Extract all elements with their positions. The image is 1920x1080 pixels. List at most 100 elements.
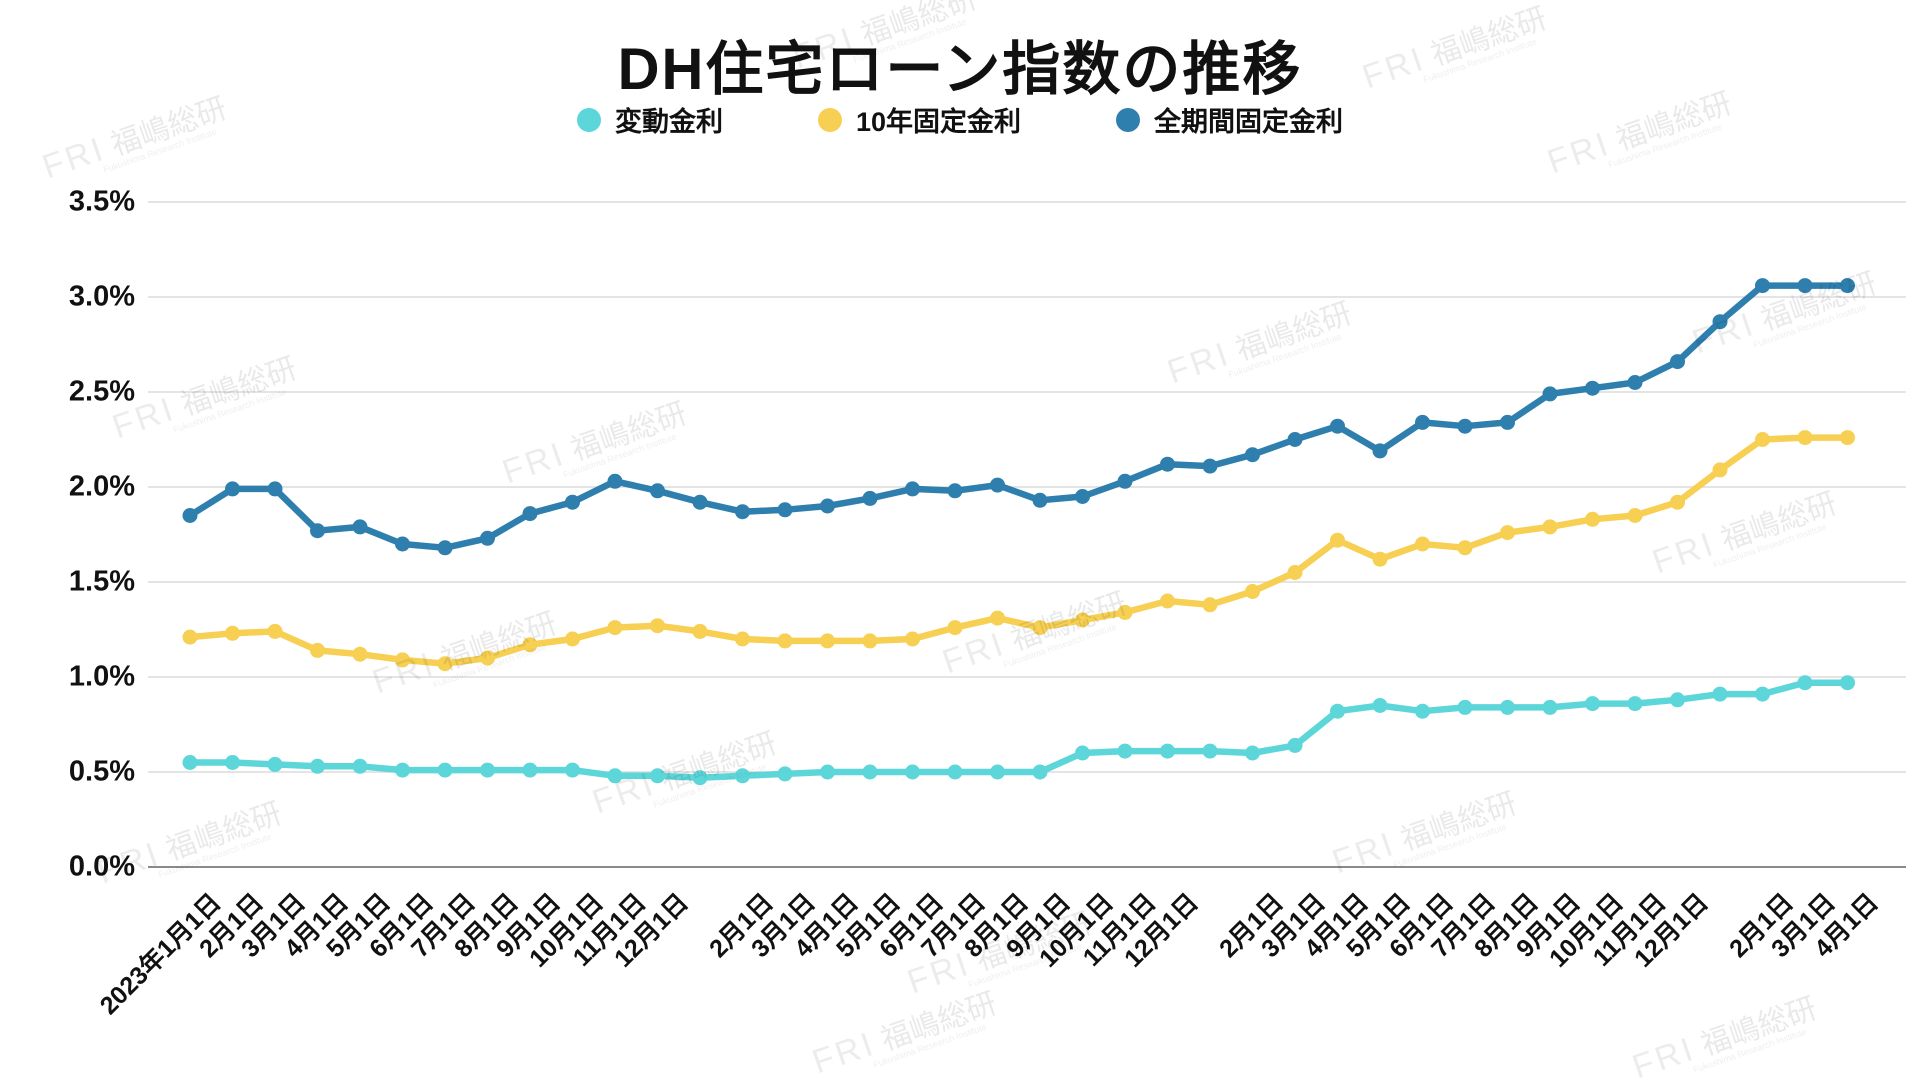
data-point (1202, 458, 1218, 474)
data-point (692, 770, 708, 786)
data-point (310, 758, 325, 774)
series-line (186, 282, 1851, 552)
data-point (1542, 519, 1558, 535)
data-point (1670, 354, 1685, 370)
data-point (1840, 278, 1855, 294)
y-tick-label: 0.5% (68, 755, 135, 788)
data-point (1160, 456, 1175, 472)
data-point (182, 629, 198, 645)
data-point (225, 481, 240, 497)
data-point (735, 504, 750, 520)
data-point (650, 618, 665, 634)
data-point (1117, 743, 1133, 759)
data-point (820, 633, 835, 649)
data-point (607, 768, 623, 784)
data-point (1330, 418, 1345, 434)
y-tick-label: 3.5% (68, 185, 135, 218)
legend-item: 変動金利 (576, 100, 723, 139)
data-point (1797, 278, 1813, 294)
data-point (1500, 414, 1515, 430)
legend-dot-icon (1116, 107, 1141, 132)
data-point (522, 762, 538, 778)
data-point (1160, 593, 1175, 609)
data-point (1670, 692, 1685, 708)
data-point (905, 764, 920, 780)
data-point (1372, 698, 1388, 713)
data-point (565, 762, 580, 778)
data-point (1415, 703, 1430, 719)
data-point (990, 610, 1005, 626)
data-point (1415, 536, 1430, 552)
data-point (1457, 699, 1473, 715)
data-point (1627, 375, 1643, 390)
data-point (735, 768, 750, 784)
data-point (1032, 492, 1048, 508)
data-point (1372, 443, 1388, 459)
data-point (352, 758, 368, 774)
data-point (1202, 597, 1218, 613)
data-point (1075, 745, 1090, 761)
y-tick-label: 1.0% (68, 660, 135, 693)
legend-dot-icon (576, 107, 601, 132)
data-point (692, 494, 708, 510)
data-point (437, 762, 453, 778)
data-point (862, 490, 878, 506)
data-point (862, 633, 878, 649)
data-point (1542, 386, 1558, 402)
data-point (650, 768, 665, 784)
data-point (1032, 764, 1048, 780)
data-point (522, 506, 538, 522)
data-point (1840, 430, 1855, 446)
y-tick-label: 0.0% (68, 850, 135, 883)
data-point (310, 523, 325, 539)
data-point (1712, 686, 1728, 702)
legend-label: 全期間固定金利 (1154, 107, 1344, 137)
data-point (1372, 551, 1388, 567)
data-point (1755, 278, 1770, 294)
data-point (1202, 743, 1218, 759)
chart-title: DH住宅ローン指数の推移 (617, 37, 1303, 102)
data-point (777, 766, 793, 782)
legend-item: 10年固定金利 (817, 100, 1021, 139)
data-point (905, 631, 920, 647)
data-point (1032, 620, 1048, 636)
data-point (947, 620, 963, 636)
data-point (735, 631, 750, 647)
data-point (1457, 418, 1473, 434)
data-point (1627, 696, 1643, 712)
data-point (990, 477, 1005, 493)
data-point (267, 623, 283, 639)
data-point (1075, 612, 1090, 628)
data-point (437, 656, 453, 672)
data-point (182, 755, 198, 770)
data-point (1627, 508, 1643, 523)
data-point (1797, 430, 1813, 446)
data-point (947, 483, 963, 499)
data-point (352, 646, 368, 662)
data-point (480, 530, 495, 546)
data-point (650, 483, 665, 499)
data-point (990, 764, 1005, 780)
data-point (225, 755, 240, 770)
data-point (1500, 525, 1515, 541)
data-point (1712, 314, 1728, 330)
data-point (1287, 565, 1303, 580)
data-point (607, 620, 623, 636)
series-line (186, 434, 1851, 667)
data-point (1287, 737, 1303, 753)
y-tick-label: 1.5% (68, 565, 135, 598)
legend-item: 全期間固定金利 (1116, 100, 1343, 139)
data-point (267, 756, 283, 772)
y-tick-label: 2.5% (68, 375, 135, 408)
data-point (395, 536, 410, 552)
data-point (820, 498, 835, 514)
legend-label: 変動金利 (614, 107, 723, 137)
data-point (522, 637, 538, 653)
data-point (1117, 473, 1133, 489)
data-point (1712, 462, 1728, 478)
chart-legend: 変動金利 10年固定金利 全期間固定金利 (0, 100, 1920, 139)
data-point (905, 481, 920, 497)
data-point (1457, 540, 1473, 556)
